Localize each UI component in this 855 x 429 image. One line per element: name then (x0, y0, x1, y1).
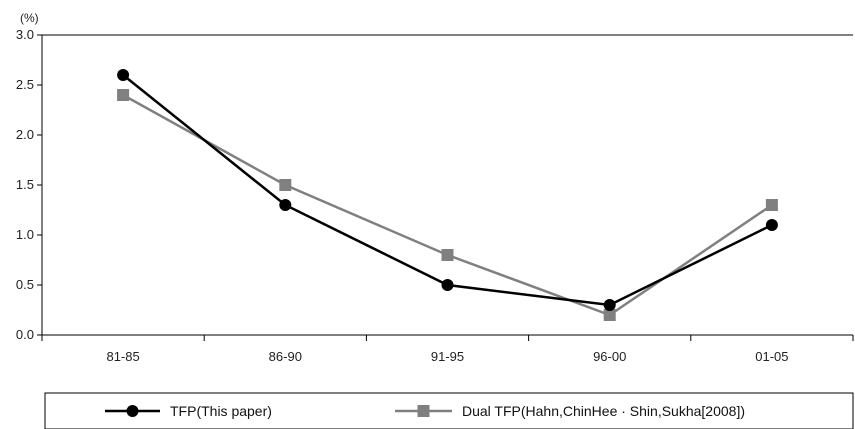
x-tick-label: 96-00 (593, 349, 626, 364)
data-point-series-2 (765, 199, 778, 211)
data-point-series-2 (441, 249, 454, 261)
y-tick-label: 2.5 (16, 77, 34, 92)
legend-label-1: TFP(This paper) (170, 403, 272, 419)
y-unit-label: (%) (20, 11, 39, 25)
y-tick-label: 1.0 (16, 227, 34, 242)
legend: TFP(This paper) Dual TFP(Hahn,ChinHee · S… (44, 392, 854, 429)
legend-label-2: Dual TFP(Hahn,ChinHee · Shin,Sukha[2008]… (462, 403, 745, 419)
x-tick-label: 81-85 (106, 349, 139, 364)
y-tick-label: 0.0 (16, 327, 34, 342)
data-point-series-1 (603, 299, 616, 311)
legend-marker-1 (126, 405, 139, 417)
y-tick-label: 2.0 (16, 127, 34, 142)
data-point-series-1 (441, 279, 454, 291)
data-point-series-2 (603, 309, 616, 321)
data-point-series-2 (117, 89, 130, 101)
y-tick-label: 0.5 (16, 277, 34, 292)
x-tick-label: 86-90 (269, 349, 302, 364)
x-tick-label: 91-95 (431, 349, 464, 364)
data-point-series-2 (279, 179, 292, 191)
data-point-series-1 (765, 219, 778, 231)
x-tick-label: 01-05 (755, 349, 788, 364)
data-point-series-1 (117, 69, 130, 81)
plot-area: 0.0 0.5 1.0 1.5 2.0 2.5 3.0 81-85 86-90 91-95 96-0… (16, 27, 854, 364)
legend-marker-2 (417, 405, 430, 417)
y-tick-label: 1.5 (16, 177, 34, 192)
y-tick-label: 3.0 (16, 27, 34, 42)
data-point-series-1 (279, 199, 292, 211)
